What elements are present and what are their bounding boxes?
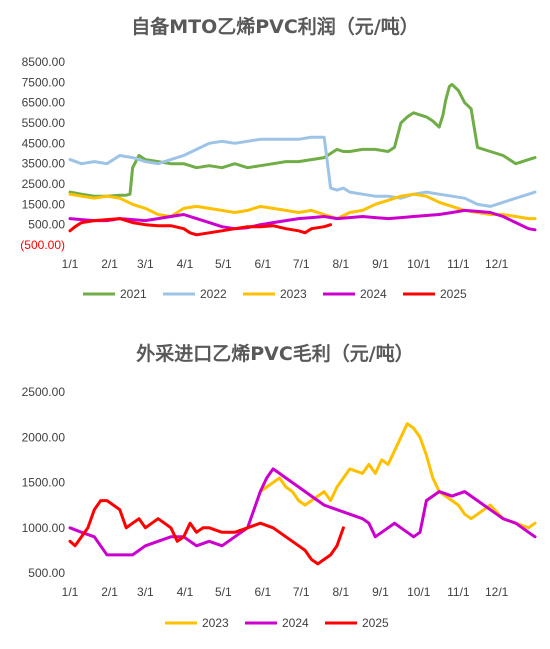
series-line-2024 (68, 208, 537, 232)
x-tick-label: 8/1 (332, 257, 349, 271)
y-tick-label: 2500.00 (22, 177, 66, 191)
y-tick-label: (500.00) (20, 238, 65, 252)
legend-label-2021: 2021 (120, 287, 147, 301)
y-tick-label: 7500.00 (22, 75, 66, 89)
x-tick-label: 10/1 (407, 257, 431, 271)
y-tick-label: 1500.00 (22, 476, 66, 490)
y-tick-label: 500.00 (28, 566, 65, 580)
series-line-2025 (68, 499, 345, 566)
y-tick-label: 1500.00 (22, 197, 66, 211)
y-tick-label: 8500.00 (22, 55, 66, 69)
legend-label-2025: 2025 (362, 616, 389, 630)
x-tick-label: 6/1 (255, 585, 272, 599)
x-tick-label: 6/1 (255, 257, 272, 271)
x-tick-label: 1/1 (62, 257, 79, 271)
legend-label-2023: 2023 (280, 287, 307, 301)
series-line-2025 (68, 217, 333, 237)
series-line-2023 (258, 422, 537, 530)
chart-imported-ethylene-pvc-margin: 外采进口乙烯PVC毛利（元/吨） 2500.00 2000.00 1500.00 100… (0, 330, 550, 649)
series-line-2024 (68, 467, 537, 557)
legend-label-2024: 2024 (360, 287, 387, 301)
legend-label-2023: 2023 (202, 616, 229, 630)
x-tick-label: 3/1 (137, 585, 154, 599)
x-tick-label: 4/1 (177, 257, 194, 271)
x-tick-label: 2/1 (101, 257, 118, 271)
y-tick-label: 5500.00 (22, 116, 66, 130)
chart-svg-1: 自备MTO乙烯PVC利润（元/吨） 8500.00 7500.00 6500.00 55… (20, 15, 537, 301)
x-tick-label: 2/1 (101, 585, 118, 599)
x-tick-label: 9/1 (372, 257, 389, 271)
chart-title: 外采进口乙烯PVC毛利（元/吨） (136, 342, 414, 365)
x-tick-label: 7/1 (293, 585, 310, 599)
y-tick-label: 4500.00 (22, 136, 66, 150)
series-line-2021 (68, 82, 537, 198)
y-tick-label: 2000.00 (22, 430, 66, 444)
y-tick-label: 500.00 (28, 218, 65, 232)
x-tick-label: 8/1 (332, 585, 349, 599)
legend-label-2022: 2022 (200, 287, 227, 301)
y-tick-label: 1000.00 (22, 521, 66, 535)
chart-svg-2: 外采进口乙烯PVC毛利（元/吨） 2500.00 2000.00 1500.00 100… (22, 342, 537, 630)
y-tick-label: 3500.00 (22, 157, 66, 171)
y-tick-label: 6500.00 (22, 96, 66, 110)
x-tick-label: 10/1 (407, 585, 431, 599)
x-tick-label: 12/1 (485, 257, 509, 271)
chart-title: 自备MTO乙烯PVC利润（元/吨） (131, 15, 419, 38)
legend-label-2025: 2025 (440, 287, 467, 301)
x-tick-label: 1/1 (62, 585, 79, 599)
x-tick-label: 12/1 (485, 585, 509, 599)
chart-mto-pvc-profit: 自备MTO乙烯PVC利润（元/吨） 8500.00 7500.00 6500.00 55… (0, 0, 550, 320)
x-tick-label: 7/1 (293, 257, 310, 271)
x-tick-label: 4/1 (177, 585, 194, 599)
x-tick-label: 3/1 (137, 257, 154, 271)
x-tick-label: 9/1 (372, 585, 389, 599)
x-tick-label: 11/1 (447, 585, 470, 599)
legend-label-2024: 2024 (282, 616, 309, 630)
x-tick-label: 5/1 (215, 257, 232, 271)
series-line-2022 (68, 135, 537, 208)
x-tick-label: 11/1 (447, 257, 470, 271)
x-tick-label: 5/1 (215, 585, 232, 599)
y-tick-label: 2500.00 (22, 385, 66, 399)
